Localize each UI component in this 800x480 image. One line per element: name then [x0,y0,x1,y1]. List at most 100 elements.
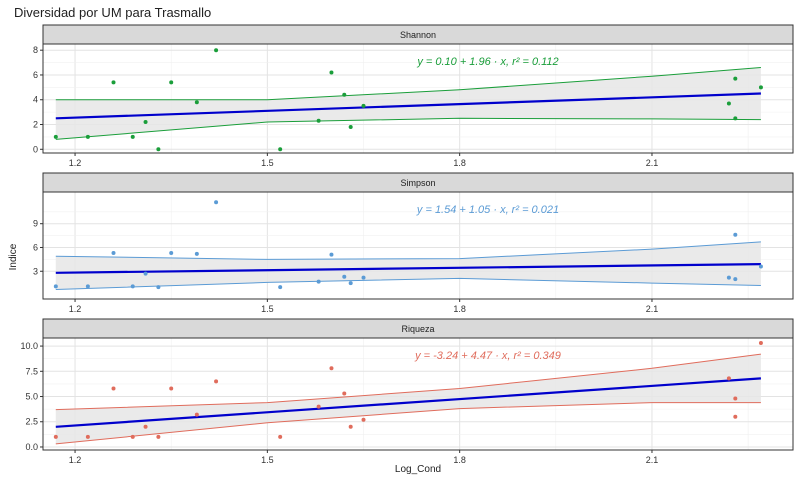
x-axis-title: Log_Cond [395,464,441,475]
data-point [278,285,283,290]
facet-panel-riqueza: Riqueza y = -3.24 + 4.47 · x, r² = 0.349 0… [20,318,794,465]
data-point [361,103,366,108]
panel-border [42,43,794,154]
data-point [733,277,738,282]
data-point [130,284,135,289]
y-tick-label: 2 [33,120,38,130]
data-point [169,386,174,391]
data-point [214,379,219,384]
data-point [156,434,161,439]
y-tick-label: 4 [33,95,38,105]
data-point [194,100,199,105]
data-point [143,120,148,125]
confidence-band [55,241,761,290]
y-tick-label: 0.0 [25,442,38,452]
data-point [278,434,283,439]
chart-title: Diversidad por UM para Trasmallo [14,5,211,20]
x-tick-label: 1.5 [261,158,274,168]
panel-border [42,337,794,451]
data-point [169,251,174,256]
band-lower-line [55,117,761,140]
data-point [329,252,334,257]
data-point [342,274,347,279]
data-point [85,134,90,139]
regression-line [55,92,761,120]
y-axis-title: Indice [8,243,19,270]
data-point [733,414,738,419]
data-point [348,281,353,286]
data-point [85,284,90,289]
y-tick-label: 6 [33,242,38,252]
data-point [329,70,334,75]
x-tick-label: 1.8 [453,158,466,168]
x-tick-label: 2.1 [646,304,659,314]
data-point [143,424,148,429]
data-point [348,424,353,429]
data-point [53,434,58,439]
data-point [85,434,90,439]
y-tick-label: 8 [33,45,38,55]
y-tick-label: 0 [33,144,38,154]
facet-panel-simpson: Simpson y = 1.54 + 1.05 · x, r² = 0.021 3 6… [33,172,794,314]
band-upper-line [55,241,761,260]
x-tick-label: 1.8 [453,304,466,314]
data-point [214,200,219,205]
regression-equation: y = 0.10 + 1.96 · x, r² = 0.112 [416,56,558,68]
facet-panel-shannon: Shannon y = 0.10 + 1.96 · x, r² = 0.112 0 2… [33,24,794,168]
y-tick-label: 10.0 [20,341,38,351]
band-lower-line [55,402,761,445]
data-point [214,48,219,53]
facet-strip-label: Riqueza [401,324,434,334]
regression-line [55,263,761,274]
confidence-band [55,354,761,444]
x-tick-label: 1.8 [453,455,466,465]
x-tick-label: 2.1 [646,158,659,168]
data-point [758,85,763,90]
data-point [53,134,58,139]
data-point [342,92,347,97]
data-point [733,232,738,237]
data-point [316,118,321,123]
facet-strip-label: Shannon [400,30,436,40]
data-point [316,404,321,409]
band-upper-line [55,353,761,411]
data-point [726,376,731,381]
data-point [194,251,199,256]
x-tick-label: 2.1 [646,455,659,465]
band-lower-line [55,277,761,290]
facet-panels: Shannon y = 0.10 + 1.96 · x, r² = 0.112 0 2… [20,24,794,465]
regression-equation: y = 1.54 + 1.05 · x, r² = 0.021 [416,204,559,216]
data-point [278,147,283,152]
x-tick-label: 1.2 [69,304,82,314]
band-upper-line [55,67,761,101]
y-tick-label: 7.5 [25,366,38,376]
data-point [726,101,731,106]
data-point [733,76,738,81]
facet-strip-label: Simpson [400,178,435,188]
data-point [348,124,353,129]
x-tick-label: 1.5 [261,455,274,465]
data-point [130,434,135,439]
x-tick-label: 1.5 [261,304,274,314]
data-point [111,386,116,391]
data-point [194,412,199,417]
y-tick-label: 3 [33,266,38,276]
data-point [361,275,366,280]
data-point [111,80,116,85]
x-tick-label: 1.2 [69,455,82,465]
data-point [342,391,347,396]
data-point [143,271,148,276]
data-point [758,341,763,346]
data-point [758,264,763,269]
regression-line [55,377,761,428]
y-tick-label: 6 [33,70,38,80]
data-point [130,134,135,139]
data-point [156,147,161,152]
data-point [156,285,161,290]
data-point [733,116,738,121]
y-tick-label: 9 [33,219,38,229]
data-point [726,275,731,280]
confidence-band [55,67,761,140]
data-point [361,417,366,422]
